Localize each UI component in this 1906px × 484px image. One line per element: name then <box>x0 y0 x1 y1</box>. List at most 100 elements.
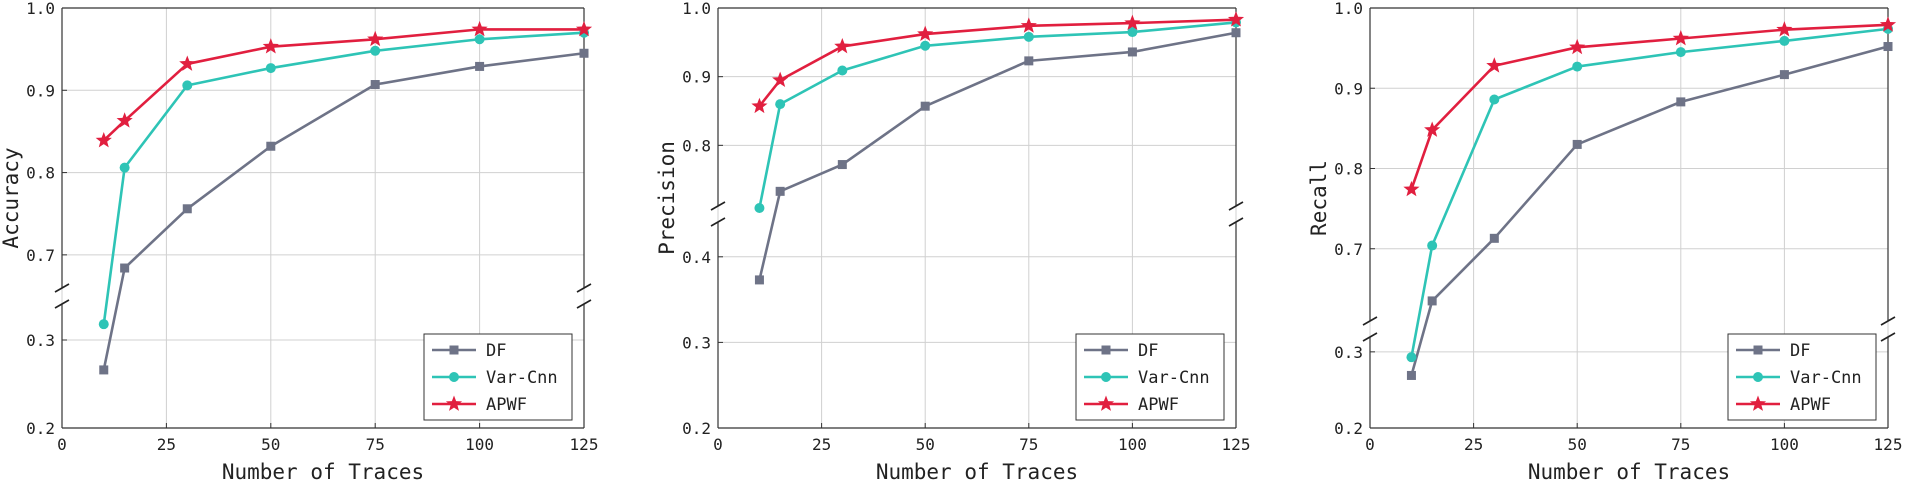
x-tick-label: 125 <box>1874 435 1903 454</box>
data-point <box>266 141 276 151</box>
y-tick-label: 0.8 <box>682 136 711 155</box>
y-tick-label: 0.8 <box>1334 160 1363 179</box>
data-point <box>1424 121 1441 137</box>
data-point <box>99 365 109 375</box>
legend-label: Var-Cnn <box>486 368 558 388</box>
data-point <box>1231 28 1241 38</box>
data-point <box>1127 47 1137 57</box>
data-point <box>1427 296 1437 306</box>
data-point <box>1572 139 1582 149</box>
x-tick-label: 75 <box>1671 435 1690 454</box>
x-tick-label: 0 <box>1365 435 1375 454</box>
x-tick-label: 25 <box>812 435 831 454</box>
data-point <box>182 80 193 91</box>
data-point <box>1427 240 1438 251</box>
chart-recall: 0 25 50 75 100 125 0.2 0.3 0.7 0.8 0.9 1.0 Number of… <box>1307 0 1902 484</box>
data-point <box>1024 56 1034 66</box>
data-point <box>1486 57 1503 73</box>
data-point <box>370 45 381 56</box>
data-point <box>265 63 276 74</box>
series-var-cnn <box>98 27 589 330</box>
data-point <box>920 101 930 111</box>
data-point <box>471 20 488 37</box>
legend: DF Var-Cnn APWF <box>423 333 573 421</box>
chart-accuracy: 0 25 50 75 100 125 0.2 0.3 0.7 0.8 0.9 1.0 Number of… <box>0 0 598 484</box>
axis-break-mark <box>1228 217 1244 227</box>
x-tick-label: 50 <box>1568 435 1587 454</box>
series-df <box>754 28 1241 285</box>
data-point <box>120 263 130 273</box>
axis-break-mark <box>1362 332 1378 342</box>
series-df <box>1406 42 1893 380</box>
data-point <box>179 55 196 71</box>
y-axis-label: Accuracy <box>0 147 23 248</box>
data-point <box>1406 370 1416 380</box>
y-tick-label: 1.0 <box>26 0 55 18</box>
y-tick-label: 1.0 <box>1334 0 1363 18</box>
data-point <box>775 186 785 196</box>
data-point <box>775 99 786 110</box>
series-var-cnn <box>1406 23 1893 363</box>
data-point <box>1675 47 1686 58</box>
x-tick-label: 125 <box>1222 435 1251 454</box>
data-point <box>474 34 485 45</box>
data-point <box>1406 352 1417 363</box>
axis-break-mark <box>54 283 70 293</box>
axis-break-mark <box>1362 316 1378 326</box>
axis-break-mark <box>576 299 592 309</box>
y-tick-label: 1.0 <box>682 0 711 18</box>
data-point <box>367 30 384 47</box>
axis-break-mark <box>576 283 592 293</box>
y-axis-label: Precision <box>655 141 679 255</box>
chart-precision: 0 25 50 75 100 125 0.2 0.3 0.4 0.8 0.9 1.0 Number of… <box>655 0 1250 484</box>
series-line <box>758 31 1237 281</box>
data-point <box>754 275 764 285</box>
data-point <box>575 20 593 37</box>
x-tick-label: 100 <box>1770 435 1799 454</box>
y-axis-label: Recall <box>1307 160 1331 236</box>
data-point <box>1020 17 1037 33</box>
data-point <box>1779 70 1789 80</box>
data-point <box>1127 27 1138 38</box>
series-apwf <box>1403 16 1897 197</box>
data-point <box>751 97 768 114</box>
x-tick-label: 100 <box>465 435 494 454</box>
series-line <box>102 31 585 325</box>
axes-frame <box>1362 7 1896 429</box>
x-axis-label: Number of Traces <box>222 460 424 484</box>
x-tick-label: 0 <box>713 435 723 454</box>
x-tick-label: 75 <box>1019 435 1038 454</box>
y-tick-label: 0.9 <box>26 81 55 100</box>
series-line <box>1410 45 1889 376</box>
data-point <box>1779 35 1790 46</box>
x-tick-label: 100 <box>1118 435 1147 454</box>
data-point <box>1672 30 1689 46</box>
x-tick-label: 0 <box>57 435 67 454</box>
series-var-cnn <box>754 17 1241 214</box>
y-tick-label: 0.9 <box>1334 79 1363 98</box>
series-line <box>758 18 1237 107</box>
data-point <box>119 162 130 173</box>
legend-label: DF <box>1138 341 1158 361</box>
x-tick-label: 125 <box>570 435 599 454</box>
data-point <box>1489 94 1500 105</box>
data-point <box>920 40 931 51</box>
data-point <box>98 319 109 330</box>
y-tick-label: 0.7 <box>1334 240 1363 259</box>
y-tick-label: 0.4 <box>682 248 711 267</box>
legend-label: APWF <box>1790 395 1831 415</box>
legend-marker <box>449 345 459 355</box>
legend-label: Var-Cnn <box>1790 368 1862 388</box>
legend-label: DF <box>1790 341 1810 361</box>
data-point <box>116 112 133 128</box>
legend: DF Var-Cnn APWF <box>1727 333 1877 421</box>
data-point <box>1676 97 1686 107</box>
x-tick-label: 75 <box>366 435 385 454</box>
legend-marker <box>1753 372 1763 382</box>
data-point <box>837 65 848 76</box>
legend: DF Var-Cnn APWF <box>1075 333 1225 421</box>
x-tick-label: 50 <box>916 435 935 454</box>
data-point <box>1572 61 1583 72</box>
axis-break-mark <box>1880 332 1896 342</box>
series-line <box>1410 23 1889 190</box>
